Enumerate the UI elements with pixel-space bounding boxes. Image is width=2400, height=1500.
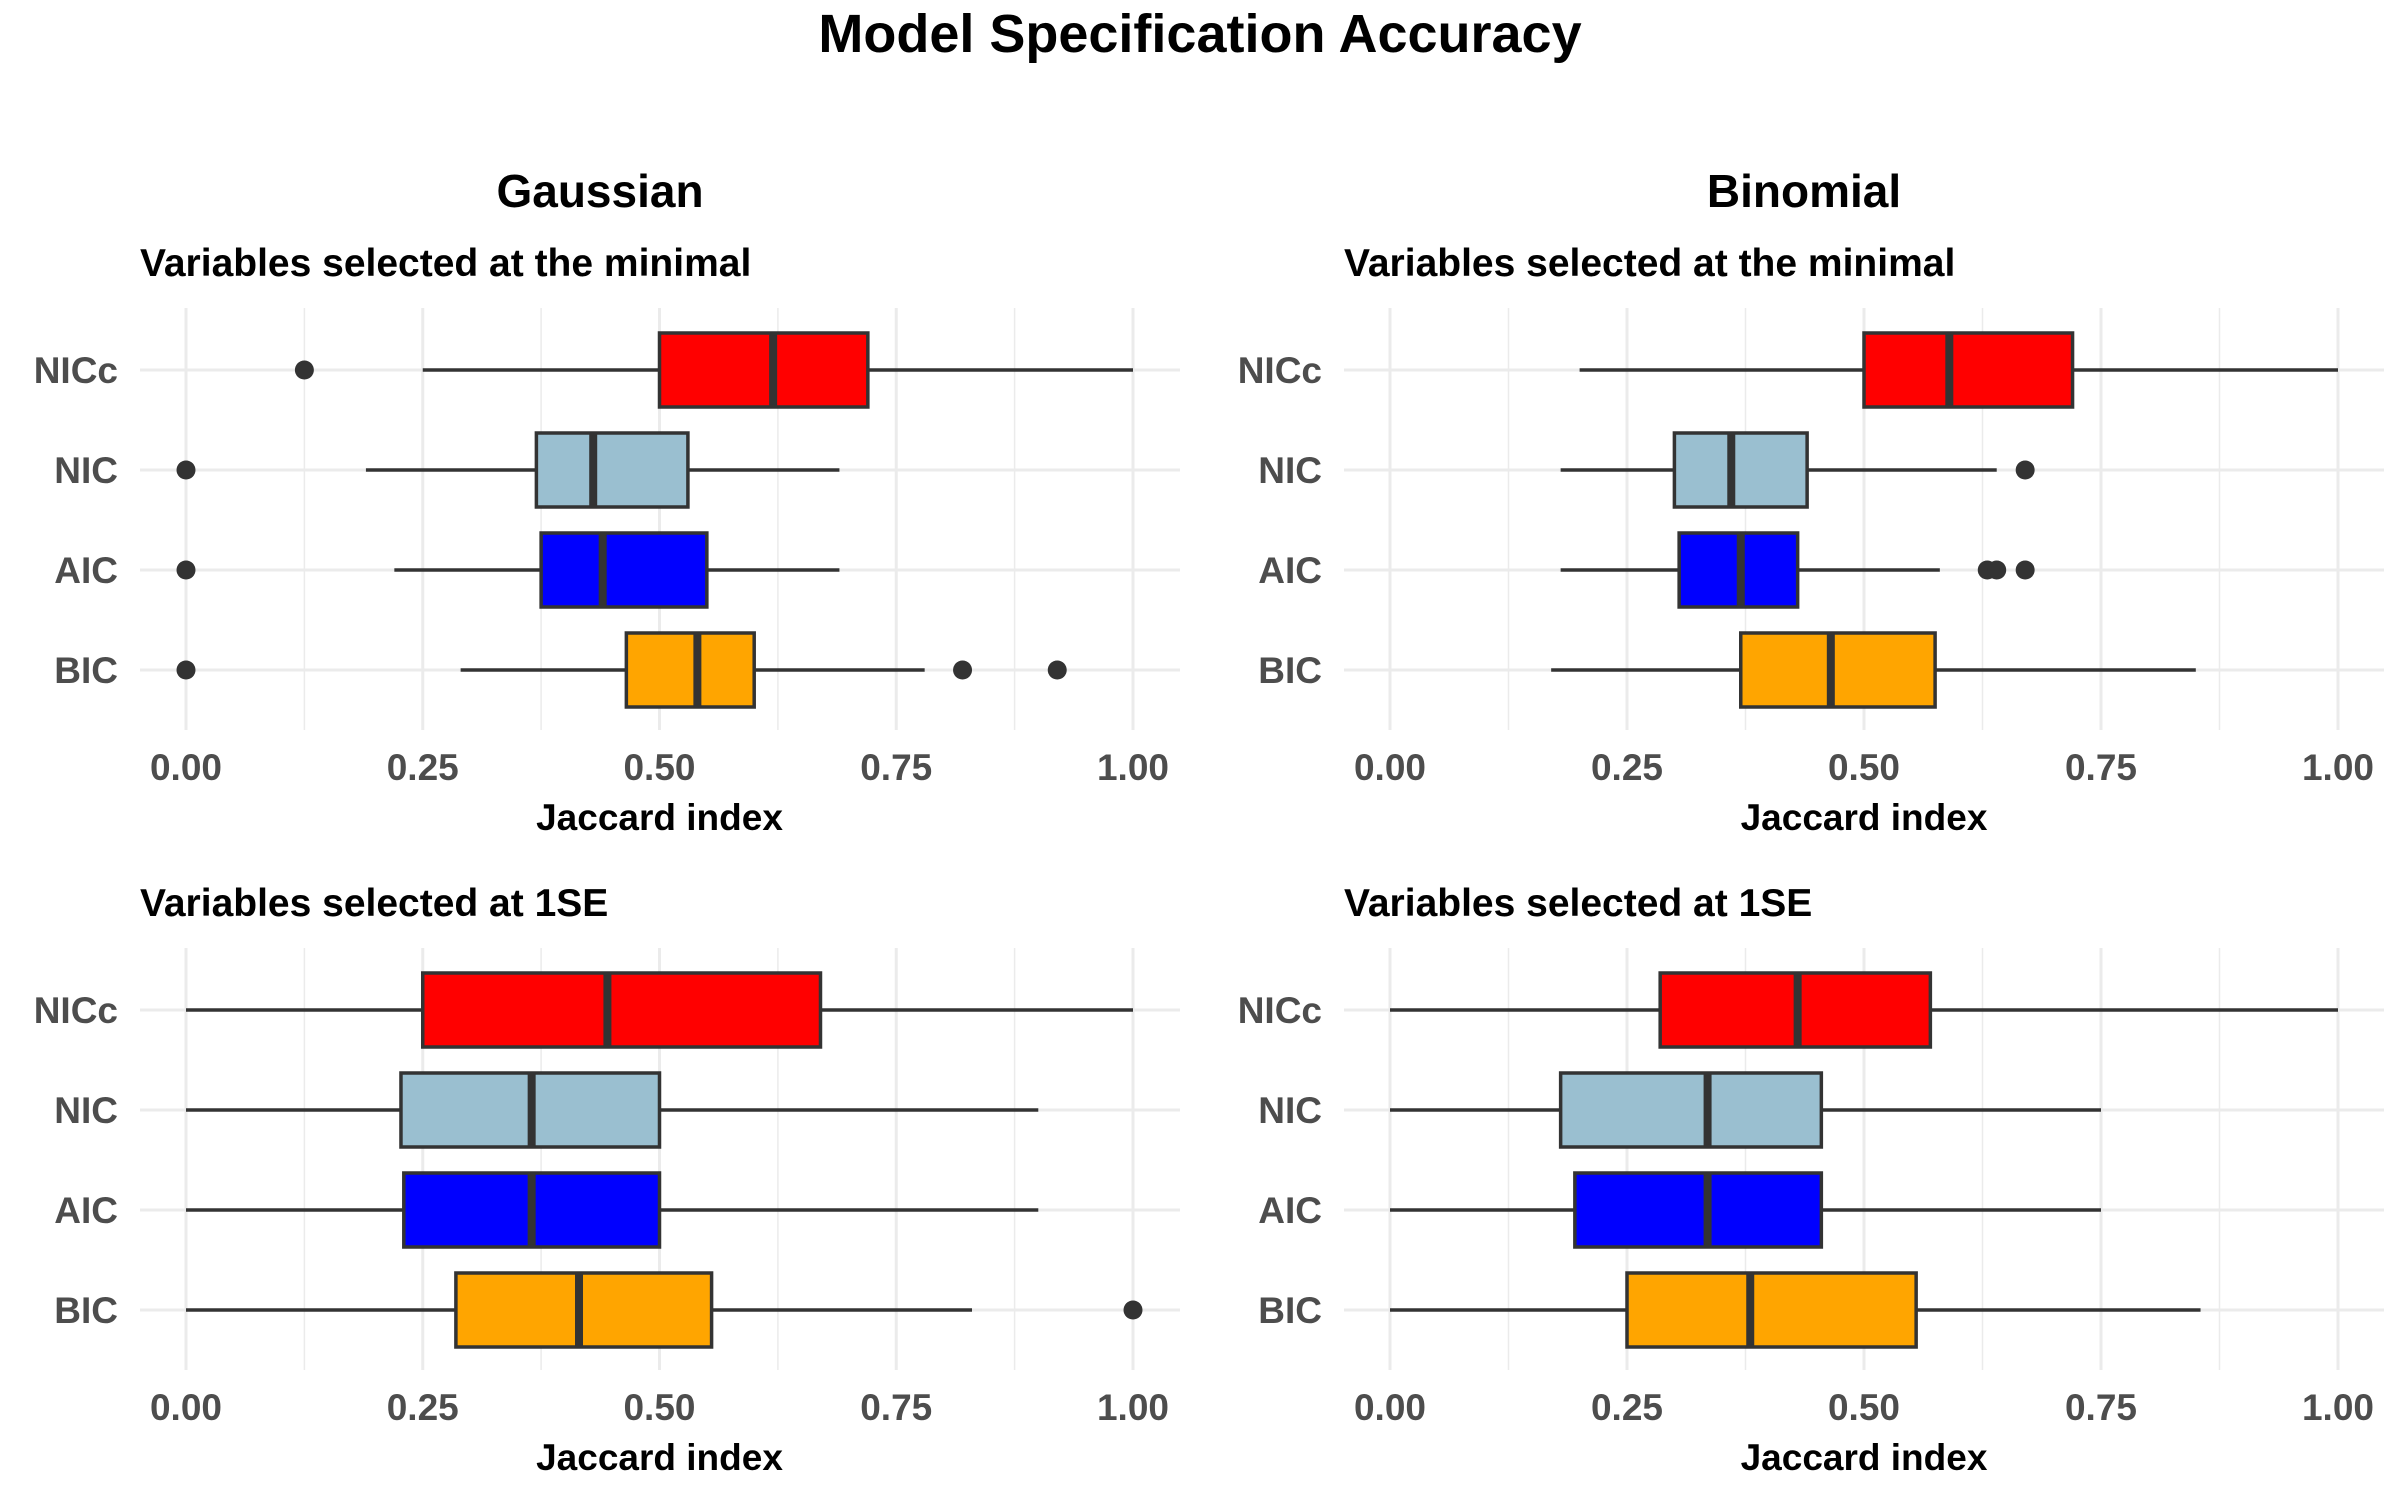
x-axis-label: Jaccard index — [1741, 1437, 1988, 1478]
outlier-point — [176, 560, 196, 580]
panel-subtitle: Variables selected at 1SE — [1344, 882, 1812, 925]
box-nic: NIC — [1258, 1071, 2101, 1149]
outlier-point — [176, 660, 196, 680]
panel-subtitle: Variables selected at the minimal — [1344, 242, 1955, 285]
y-tick-label: AIC — [1258, 550, 1322, 591]
outlier-point — [176, 460, 196, 480]
box-aic: AIC — [1258, 531, 2035, 609]
y-tick-label: NIC — [54, 1090, 118, 1131]
y-tick-label: BIC — [54, 650, 118, 691]
box-aic: AIC — [54, 1171, 1039, 1249]
box-iqr — [534, 431, 690, 509]
x-tick-label: 0.00 — [1354, 747, 1426, 788]
box-nicc: NICc — [34, 971, 1133, 1049]
y-tick-label: AIC — [1258, 1190, 1322, 1231]
x-axis-label: Jaccard index — [1741, 797, 1988, 838]
x-axis-label: Jaccard index — [536, 1437, 783, 1478]
y-tick-label: BIC — [1258, 1290, 1322, 1331]
y-tick-label: NIC — [1258, 1090, 1322, 1131]
y-tick-label: AIC — [54, 550, 118, 591]
x-tick-label: 0.75 — [860, 1387, 932, 1428]
x-tick-label: 0.50 — [623, 1387, 695, 1428]
x-tick-label: 0.75 — [2065, 747, 2137, 788]
panel-1: Variables selected at the minimal 0.00 0.2… — [1238, 242, 2384, 838]
x-tick-label: 0.50 — [623, 747, 695, 788]
y-tick-label: NICc — [34, 990, 118, 1031]
box-aic: AIC — [1258, 1171, 2101, 1249]
x-tick-label: 0.00 — [150, 747, 222, 788]
x-tick-label: 1.00 — [1097, 747, 1169, 788]
x-tick-label: 1.00 — [2302, 1387, 2374, 1428]
panel-2: Variables selected at 1SE 0.00 0.25 0.50 0.7… — [34, 882, 1180, 1478]
y-tick-label: NIC — [1258, 450, 1322, 491]
y-tick-label: BIC — [1258, 650, 1322, 691]
box-iqr — [539, 531, 709, 609]
chart-title: Model Specification Accuracy — [818, 4, 1581, 64]
outlier-point — [1987, 560, 2007, 580]
y-tick-label: NICc — [1238, 350, 1322, 391]
x-tick-label: 0.75 — [2065, 1387, 2137, 1428]
outlier-point — [294, 360, 314, 380]
box-nic: NIC — [1258, 431, 2035, 509]
x-axis-label: Jaccard index — [536, 797, 783, 838]
box-nic: NIC — [54, 1071, 1039, 1149]
box-iqr — [1672, 431, 1809, 509]
box-nic: NIC — [54, 431, 840, 509]
y-tick-label: NIC — [54, 450, 118, 491]
y-tick-label: NICc — [34, 350, 118, 391]
box-iqr — [1739, 631, 1937, 709]
box-iqr — [454, 1271, 714, 1349]
x-tick-label: 0.50 — [1828, 1387, 1900, 1428]
panels: Variables selected at the minimal 0.00 0.2… — [34, 242, 2384, 1478]
box-iqr — [624, 631, 756, 709]
x-tick-label: 0.25 — [387, 1387, 459, 1428]
box-bic: BIC — [54, 1271, 1143, 1349]
y-tick-label: NICc — [1238, 990, 1322, 1031]
box-iqr — [1573, 1171, 1824, 1249]
x-tick-label: 0.50 — [1828, 747, 1900, 788]
panel-0: Variables selected at the minimal 0.00 0.2… — [34, 242, 1180, 838]
x-tick-label: 0.00 — [150, 1387, 222, 1428]
column-title-binomial: Binomial — [1707, 165, 1901, 217]
box-iqr — [1558, 1071, 1824, 1149]
box-aic: AIC — [54, 531, 840, 609]
x-tick-label: 0.25 — [387, 747, 459, 788]
x-tick-label: 0.25 — [1591, 1387, 1663, 1428]
column-title-gaussian: Gaussian — [496, 165, 703, 217]
x-tick-label: 1.00 — [2302, 747, 2374, 788]
box-nicc: NICc — [1238, 971, 2338, 1049]
box-iqr — [1625, 1271, 1918, 1349]
box-iqr — [657, 331, 870, 409]
x-tick-label: 0.00 — [1354, 1387, 1426, 1428]
outlier-point — [1123, 1300, 1143, 1320]
box-iqr — [421, 971, 823, 1049]
outlier-point — [2015, 460, 2035, 480]
box-bic: BIC — [1258, 1271, 2201, 1349]
x-tick-label: 1.00 — [1097, 1387, 1169, 1428]
y-tick-label: AIC — [54, 1190, 118, 1231]
outlier-point — [953, 660, 973, 680]
panel-3: Variables selected at 1SE 0.00 0.25 0.50 0.7… — [1238, 882, 2384, 1478]
box-nicc: NICc — [1238, 331, 2338, 409]
box-bic: BIC — [54, 631, 1067, 709]
x-tick-label: 0.25 — [1591, 747, 1663, 788]
outlier-point — [1047, 660, 1067, 680]
panel-subtitle: Variables selected at 1SE — [140, 882, 608, 925]
box-nicc: NICc — [34, 331, 1133, 409]
panel-subtitle: Variables selected at the minimal — [140, 242, 751, 285]
x-tick-label: 0.75 — [860, 747, 932, 788]
box-bic: BIC — [1258, 631, 2196, 709]
outlier-point — [2015, 560, 2035, 580]
box-iqr — [1862, 331, 2075, 409]
y-tick-label: BIC — [54, 1290, 118, 1331]
